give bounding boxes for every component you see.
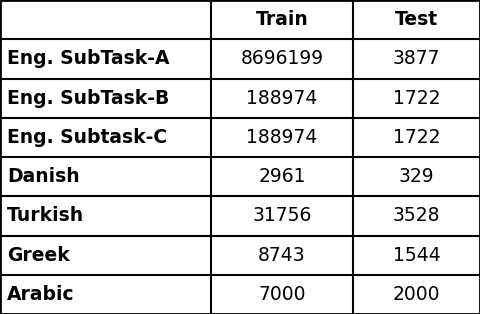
Text: 7000: 7000 — [258, 285, 306, 304]
Text: Greek: Greek — [7, 246, 70, 265]
Text: 1722: 1722 — [393, 89, 440, 108]
Text: 31756: 31756 — [252, 206, 312, 225]
Text: 3528: 3528 — [393, 206, 440, 225]
Text: Eng. SubTask-B: Eng. SubTask-B — [7, 89, 169, 108]
Text: 8696199: 8696199 — [240, 49, 324, 68]
Text: 188974: 188974 — [246, 128, 318, 147]
Text: Eng. Subtask-C: Eng. Subtask-C — [7, 128, 168, 147]
Text: Turkish: Turkish — [7, 206, 84, 225]
Text: 188974: 188974 — [246, 89, 318, 108]
Text: Test: Test — [395, 10, 438, 29]
Text: 329: 329 — [398, 167, 434, 186]
Text: Danish: Danish — [7, 167, 80, 186]
Text: 3877: 3877 — [393, 49, 440, 68]
Text: Arabic: Arabic — [7, 285, 75, 304]
Text: 2961: 2961 — [258, 167, 306, 186]
Text: 1722: 1722 — [393, 128, 440, 147]
Text: Train: Train — [256, 10, 308, 29]
Text: Eng. SubTask-A: Eng. SubTask-A — [7, 49, 170, 68]
Text: 2000: 2000 — [393, 285, 440, 304]
Text: 1544: 1544 — [393, 246, 440, 265]
Text: 8743: 8743 — [258, 246, 306, 265]
